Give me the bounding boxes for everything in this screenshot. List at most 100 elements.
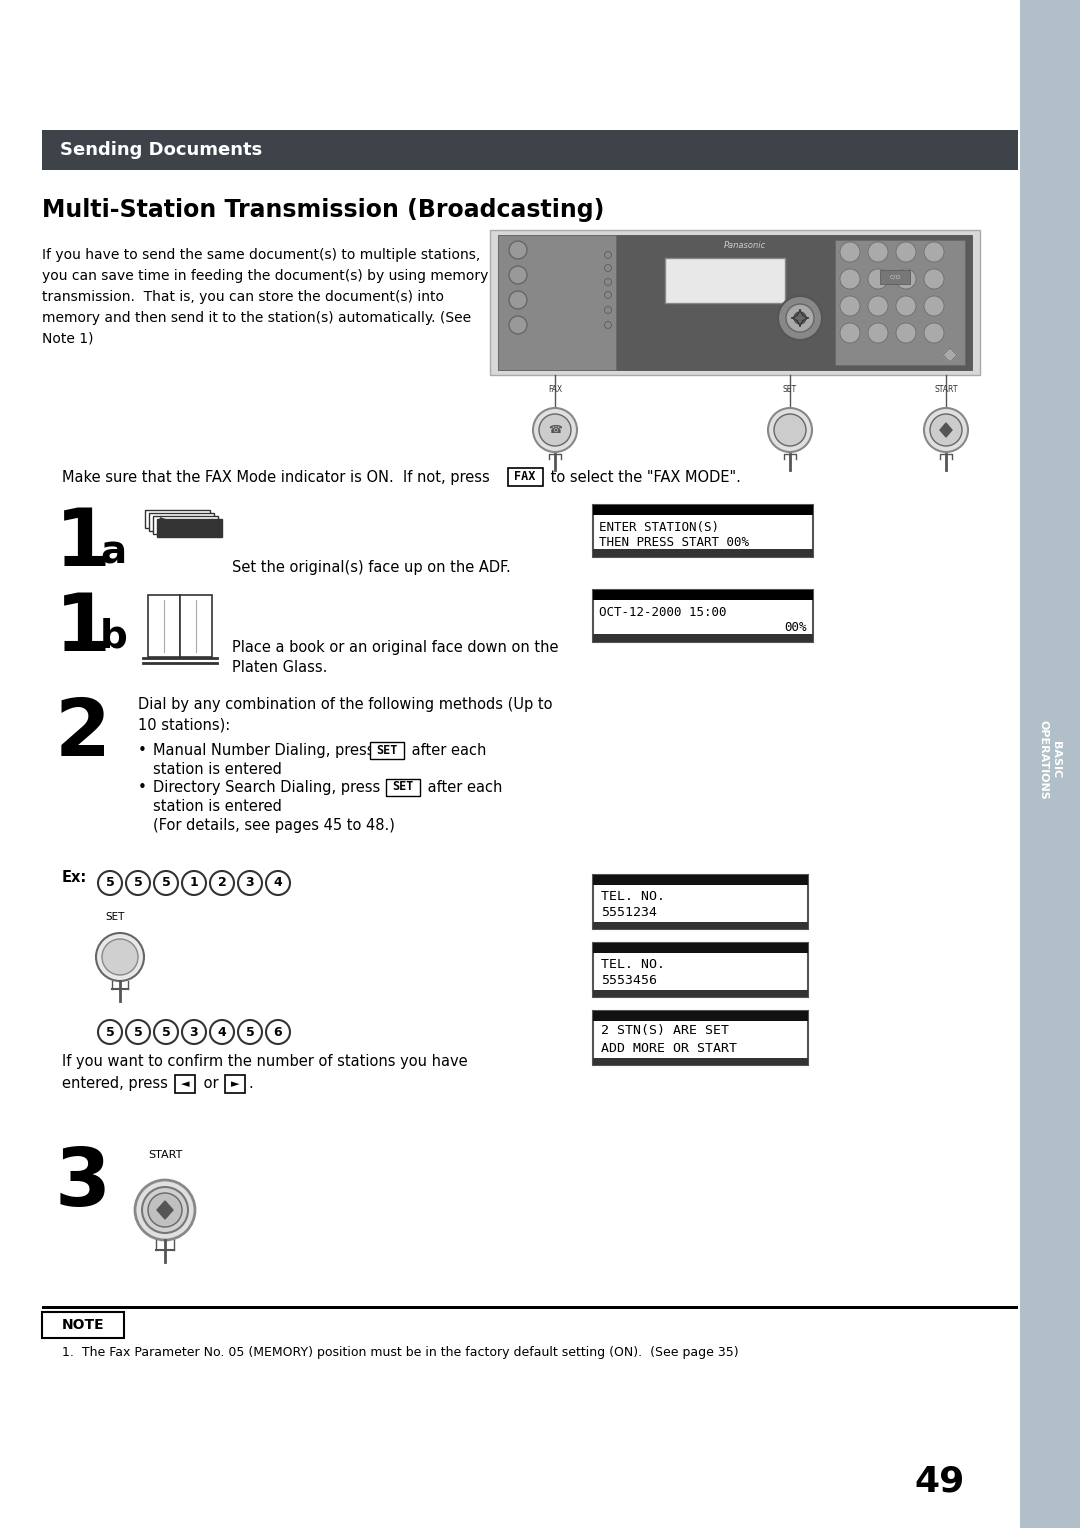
Circle shape [868,269,888,289]
Text: 1.  The Fax Parameter No. 05 (MEMORY) position must be in the factory default se: 1. The Fax Parameter No. 05 (MEMORY) pos… [62,1346,739,1358]
Bar [593,504,813,558]
Bar [149,513,214,532]
Text: OCT-12-2000 15:00: OCT-12-2000 15:00 [599,607,727,619]
Bar [593,504,813,515]
Text: ENTER STATION(S): ENTER STATION(S) [599,521,719,533]
Text: 5: 5 [106,877,114,889]
Circle shape [924,322,944,342]
Circle shape [126,871,150,895]
Circle shape [98,1021,122,1044]
Bar [498,235,616,370]
Text: 3: 3 [245,877,254,889]
Circle shape [924,269,944,289]
Circle shape [840,241,860,261]
Polygon shape [940,423,951,437]
Bar [593,549,813,558]
Circle shape [840,322,860,342]
Circle shape [840,269,860,289]
Text: 5: 5 [134,1025,143,1039]
Bar [593,943,808,953]
Circle shape [154,871,178,895]
Text: 5: 5 [245,1025,255,1039]
Text: Dial by any combination of the following methods (Up to: Dial by any combination of the following… [138,697,553,712]
Text: transmission.  That is, you can store the document(s) into: transmission. That is, you can store the… [42,290,444,304]
Bar [145,510,210,529]
Bar [880,270,910,284]
FancyBboxPatch shape [175,1076,195,1093]
Circle shape [605,292,611,298]
Circle shape [135,1180,195,1241]
Text: 4: 4 [273,877,282,889]
Circle shape [868,322,888,342]
Text: b: b [100,617,127,656]
Text: after each: after each [423,779,502,795]
Bar [593,921,808,929]
Text: Place a book or an original face down on the: Place a book or an original face down on… [232,640,558,656]
Text: 2: 2 [55,695,111,773]
Text: entered, press: entered, press [62,1076,173,1091]
Text: Sending Documents: Sending Documents [60,141,262,159]
Circle shape [183,871,206,895]
Text: TEL. NO.: TEL. NO. [600,889,665,903]
Bar [157,520,222,536]
Text: NOTE: NOTE [62,1319,105,1332]
Text: .: . [248,1076,253,1091]
Circle shape [778,296,822,341]
Text: Multi-Station Transmission (Broadcasting): Multi-Station Transmission (Broadcasting… [42,199,605,222]
Circle shape [924,408,968,452]
Text: 1: 1 [55,504,111,584]
Text: If you have to send the same document(s) to multiple stations,: If you have to send the same document(s)… [42,248,481,261]
FancyBboxPatch shape [386,779,420,796]
Bar [498,235,972,370]
Circle shape [896,241,916,261]
Text: Make sure that the FAX Mode indicator is ON.  If not, press: Make sure that the FAX Mode indicator is… [62,471,495,484]
Bar [593,1057,808,1065]
Circle shape [840,296,860,316]
Text: 1: 1 [190,877,199,889]
Text: Set the original(s) face up on the ADF.: Set the original(s) face up on the ADF. [232,559,511,575]
FancyBboxPatch shape [370,743,404,759]
Bar [593,634,813,642]
Circle shape [896,269,916,289]
Bar [180,594,212,657]
Text: 5: 5 [106,1025,114,1039]
Text: Manual Number Dialing, press: Manual Number Dialing, press [153,743,379,758]
Circle shape [183,1021,206,1044]
Text: 10 stations):: 10 stations): [138,717,230,732]
Text: BASIC
OPERATIONS: BASIC OPERATIONS [1039,720,1062,799]
Circle shape [266,871,291,895]
FancyBboxPatch shape [508,468,543,486]
Bar [835,240,966,365]
Circle shape [509,290,527,309]
Circle shape [868,296,888,316]
Text: 5: 5 [162,877,171,889]
Circle shape [924,241,944,261]
Text: or: or [199,1076,224,1091]
Text: Platen Glass.: Platen Glass. [232,660,327,675]
Circle shape [148,1193,183,1227]
Text: 3: 3 [190,1025,199,1039]
FancyBboxPatch shape [42,1313,124,1339]
Text: station is entered: station is entered [153,762,282,778]
Circle shape [210,1021,234,1044]
Circle shape [930,414,962,446]
Polygon shape [157,1201,173,1219]
FancyBboxPatch shape [225,1076,245,1093]
Text: ►: ► [231,1079,240,1089]
Text: a: a [100,533,126,571]
Text: If you want to confirm the number of stations you have: If you want to confirm the number of sta… [62,1054,468,1070]
Bar [593,876,808,929]
Circle shape [868,241,888,261]
Circle shape [605,307,611,313]
Circle shape [794,312,806,324]
Circle shape [539,414,571,446]
Text: 4: 4 [218,1025,227,1039]
Circle shape [509,316,527,335]
Circle shape [126,1021,150,1044]
Text: you can save time in feeding the document(s) by using memory: you can save time in feeding the documen… [42,269,488,283]
Text: 49: 49 [915,1464,966,1497]
Bar [42,1306,1018,1309]
Text: FAX: FAX [514,471,536,483]
Text: SET: SET [392,781,414,793]
Text: TEL. NO.: TEL. NO. [600,958,665,970]
